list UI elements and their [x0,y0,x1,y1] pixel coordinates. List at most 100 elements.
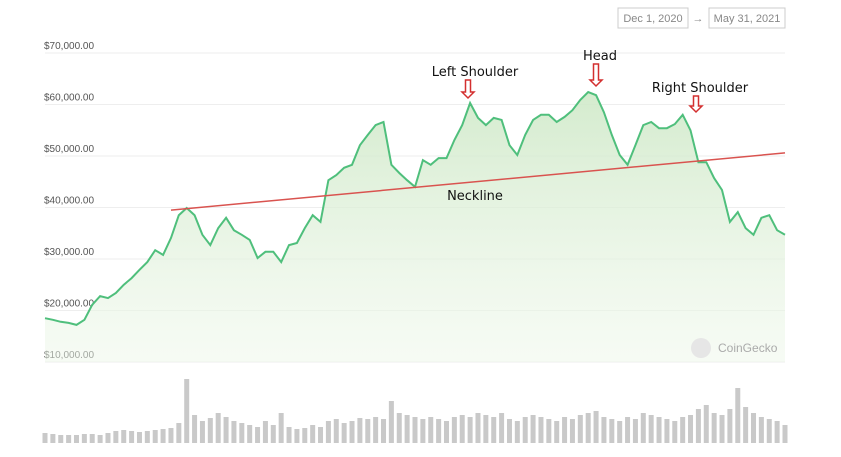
volume-bar [672,421,678,443]
annotation: Left Shoulder [432,65,519,80]
volume-bar [499,413,505,443]
volume-bar [121,430,127,443]
volume-bar [42,433,48,443]
volume-bar [569,419,575,443]
volume-bar [758,417,764,443]
date-from-box[interactable] [617,7,689,29]
volume-bar [774,421,780,443]
volume-bar [404,415,410,443]
y-tick-label: $70,000.00 [44,41,94,52]
y-tick-label: $30,000.00 [44,247,94,258]
volume-bar [349,421,355,443]
volume-bar [310,425,316,443]
volume-bar [656,417,662,443]
volume-bar [302,428,308,443]
volume-bar [223,417,229,443]
volume-bar [451,417,457,443]
y-tick-label: $50,000.00 [44,144,94,155]
watermark-logo [691,338,711,358]
volume-bar [546,419,552,443]
volume-bar [530,415,536,443]
volume-bar [286,427,292,443]
date-from[interactable]: Dec 1, 2020 [623,13,682,25]
volume-bar [192,415,198,443]
volume-bar [207,418,213,443]
volume-bar [89,434,95,443]
volume-bar [270,425,276,443]
volume-bar [467,417,473,443]
volume-bar [593,411,599,443]
volume-bar [381,419,387,443]
volume-bar [412,417,418,443]
volume-bar [176,423,182,443]
volume-bar [136,432,142,443]
volume-bar [105,433,111,443]
volume-bar [58,435,64,443]
volume-bar [239,423,245,443]
volume-bar [81,434,87,443]
volume-bar [601,417,607,443]
volume-bar [50,434,56,443]
annotation: Neckline [447,189,503,204]
volume-bar [751,413,757,443]
volume-bar [144,431,150,443]
annotation-arrow [688,95,704,114]
volume-bar [648,415,654,443]
neckline [170,152,786,211]
volume-bar [357,418,363,443]
y-tick-label: $20,000.00 [44,299,94,310]
volume-bar [341,423,347,443]
volume-bar [97,435,103,443]
watermark: CoinGecko [718,341,778,355]
annotation: Right Shoulder [652,81,749,96]
date-separator: → [693,13,704,25]
volume-bar [735,388,741,443]
volume-bar [428,417,434,443]
volume-bar [262,421,268,443]
volume-bar [459,415,465,443]
volume-bar [625,417,631,443]
volume-bar [491,417,497,443]
volume-bar [617,421,623,443]
volume-bar [688,415,694,443]
volume-bar [231,421,237,443]
date-to[interactable]: May 31, 2021 [714,13,781,25]
volume-bar [766,419,772,443]
volume-bar [782,425,788,443]
volume-bar [396,413,402,443]
volume-bar [703,405,709,443]
date-to-box[interactable] [708,7,786,29]
volume-bar [562,417,568,443]
volume-bar [388,401,394,443]
volume-bar [538,417,544,443]
volume-bar [743,407,749,443]
y-tick-label: $40,000.00 [44,196,94,207]
volume-bar [373,417,379,443]
volume-bar [436,419,442,443]
volume-bar [475,413,481,443]
annotation-arrow [588,63,604,88]
volume-bar [168,428,174,443]
volume-bar [73,435,79,443]
volume-bar [66,435,72,443]
volume-bar [609,419,615,443]
price-area [45,92,785,362]
volume-bar [640,413,646,443]
volume-bar [160,429,166,443]
volume-bar [325,421,331,443]
volume-bar [680,417,686,443]
volume-bar [113,431,119,443]
volume-bar [278,413,284,443]
volume-bar [695,409,701,443]
volume-bar [294,429,300,443]
volume-bar [664,419,670,443]
volume-bar [215,413,221,443]
volume-bar [199,421,205,443]
volume-bar [247,425,253,443]
volume-bar [727,409,733,443]
volume-bar [483,415,489,443]
annotation-arrow [460,79,476,100]
volume-bar [420,419,426,443]
volume-bar [443,421,449,443]
